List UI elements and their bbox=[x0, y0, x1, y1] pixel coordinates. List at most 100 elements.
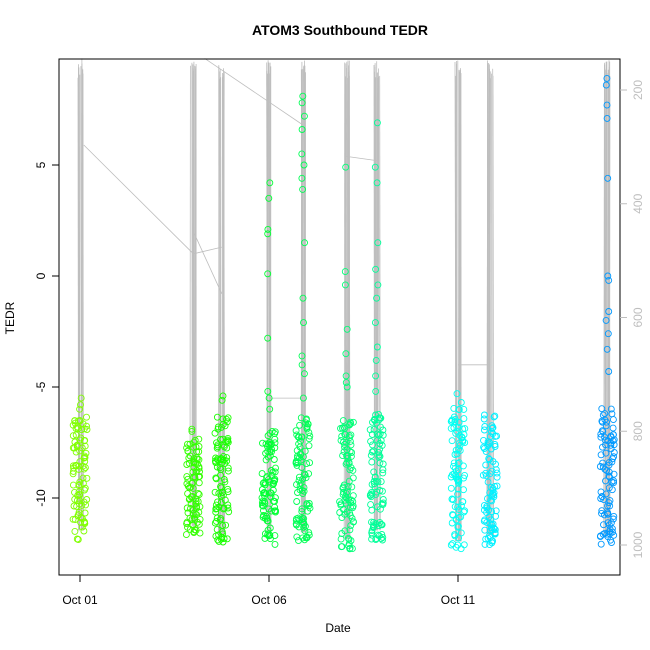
data-point bbox=[448, 471, 456, 479]
outlier-point bbox=[343, 383, 351, 391]
data-point bbox=[190, 438, 198, 446]
outlier-point bbox=[300, 370, 308, 378]
data-point bbox=[216, 516, 224, 524]
data-point bbox=[340, 423, 348, 431]
data-point bbox=[379, 469, 387, 477]
data-point bbox=[305, 531, 313, 539]
outlier-point bbox=[605, 368, 613, 375]
data-point bbox=[457, 399, 465, 406]
depth-line bbox=[487, 76, 490, 535]
data-point bbox=[480, 436, 487, 444]
data-point bbox=[604, 502, 611, 510]
outlier-point bbox=[373, 294, 381, 302]
data-point bbox=[607, 432, 615, 440]
data-point bbox=[343, 459, 351, 467]
data-point bbox=[212, 475, 220, 483]
outlier-point bbox=[341, 281, 349, 289]
data-point bbox=[270, 456, 278, 463]
data-point bbox=[270, 479, 277, 487]
data-point bbox=[607, 519, 615, 527]
data-point bbox=[293, 521, 300, 529]
data-point bbox=[266, 439, 274, 446]
data-point bbox=[486, 456, 493, 463]
outlier-point bbox=[604, 174, 612, 182]
data-point bbox=[271, 540, 279, 548]
data-point bbox=[490, 489, 498, 497]
data-point bbox=[341, 496, 349, 504]
data-point bbox=[306, 459, 314, 467]
data-point bbox=[480, 443, 488, 451]
data-point bbox=[379, 496, 387, 503]
y-axis-right: 200 400 600 800 1000 bbox=[620, 80, 645, 558]
data-point bbox=[294, 514, 302, 522]
data-point bbox=[379, 533, 387, 541]
data-point bbox=[214, 498, 221, 506]
data-point bbox=[222, 438, 230, 446]
data-point bbox=[481, 540, 489, 548]
outlier-point bbox=[298, 361, 306, 369]
data-point bbox=[460, 541, 468, 549]
outlier-point bbox=[343, 325, 351, 333]
data-point bbox=[367, 501, 375, 509]
data-point bbox=[366, 426, 374, 434]
data-point bbox=[349, 474, 357, 482]
data-point bbox=[376, 452, 384, 460]
data-point bbox=[347, 419, 355, 427]
data-point bbox=[272, 508, 279, 516]
data-point bbox=[605, 468, 613, 476]
outlier-point bbox=[341, 268, 349, 276]
data-point bbox=[597, 430, 605, 438]
depth-connector bbox=[193, 231, 223, 294]
data-point bbox=[609, 416, 617, 424]
data-point bbox=[480, 411, 488, 419]
data-point bbox=[75, 462, 83, 470]
data-point bbox=[610, 531, 618, 539]
data-point bbox=[377, 478, 385, 486]
outlier-point bbox=[605, 276, 613, 284]
data-point bbox=[454, 423, 462, 431]
outlier-point bbox=[603, 101, 611, 109]
data-point bbox=[292, 427, 300, 435]
data-point bbox=[447, 424, 455, 432]
data-point bbox=[195, 479, 203, 487]
data-point bbox=[461, 425, 469, 433]
data-point bbox=[301, 527, 309, 535]
data-point bbox=[271, 494, 279, 502]
x-tick-label: Oct 06 bbox=[251, 593, 287, 607]
data-point bbox=[448, 495, 456, 503]
data-point bbox=[344, 534, 352, 542]
data-point bbox=[607, 405, 615, 413]
data-point bbox=[214, 441, 222, 449]
outlier-point bbox=[602, 81, 610, 89]
data-point bbox=[479, 471, 487, 479]
data-point bbox=[370, 477, 378, 485]
outlier-point bbox=[188, 425, 196, 433]
data-point bbox=[71, 495, 79, 503]
data-point bbox=[493, 469, 501, 477]
data-point bbox=[458, 433, 466, 441]
data-point bbox=[451, 532, 459, 540]
data-point bbox=[183, 461, 191, 468]
outlier-point bbox=[299, 185, 307, 193]
data-point bbox=[220, 456, 228, 464]
data-point bbox=[598, 417, 606, 425]
data-point bbox=[183, 520, 191, 528]
data-point bbox=[263, 473, 271, 481]
data-point bbox=[377, 423, 384, 431]
data-point bbox=[346, 526, 354, 534]
data-point bbox=[490, 491, 498, 499]
depth-line bbox=[377, 68, 379, 531]
data-point bbox=[223, 418, 231, 426]
depth-line bbox=[223, 75, 226, 535]
data-point bbox=[305, 470, 313, 478]
data-point bbox=[598, 405, 606, 413]
data-point bbox=[75, 482, 83, 490]
data-point bbox=[379, 501, 387, 509]
data-point bbox=[348, 545, 356, 553]
outlier-point bbox=[266, 179, 274, 187]
data-point bbox=[212, 454, 220, 462]
data-point bbox=[480, 445, 488, 452]
data-point bbox=[259, 513, 267, 521]
data-point bbox=[303, 425, 311, 433]
